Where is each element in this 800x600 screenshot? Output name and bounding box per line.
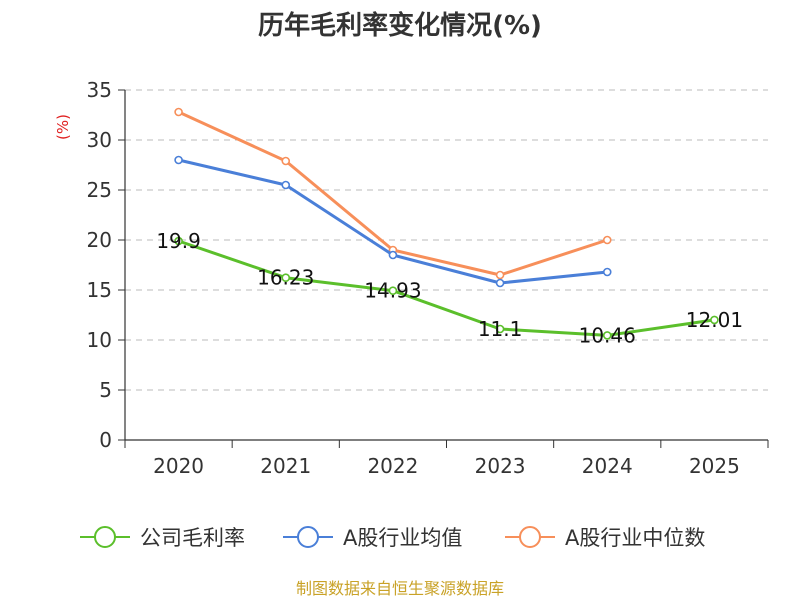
legend-item-0[interactable]: 公司毛利率 xyxy=(80,526,245,550)
legend-label: A股行业中位数 xyxy=(565,526,705,550)
data-point[interactable] xyxy=(495,278,505,288)
data-point[interactable] xyxy=(174,107,183,117)
legend-marker-icon xyxy=(519,526,541,548)
data-point[interactable] xyxy=(388,286,398,296)
x-tick-label: 2021 xyxy=(260,454,311,478)
data-label: 19.9 xyxy=(156,229,201,253)
y-tick-label: 15 xyxy=(87,278,112,302)
x-tick-label: 2022 xyxy=(367,454,418,478)
data-point[interactable] xyxy=(710,315,719,325)
data-point[interactable] xyxy=(281,156,291,166)
legend-label: 公司毛利率 xyxy=(140,526,245,550)
legend-marker-icon xyxy=(94,526,116,548)
data-label: 14.93 xyxy=(364,279,421,303)
data-point[interactable] xyxy=(495,324,505,334)
grid-lines xyxy=(125,89,768,391)
data-point[interactable] xyxy=(602,331,612,340)
source-note: 制图数据来自恒生聚源数据库 xyxy=(296,579,504,598)
data-point[interactable] xyxy=(602,235,612,245)
data-label: 10.46 xyxy=(579,323,636,347)
legend-label: A股行业均值 xyxy=(343,526,462,550)
y-tick-label: 30 xyxy=(87,128,112,152)
y-tick-label: 5 xyxy=(99,378,112,402)
chart-title: 历年毛利率变化情况(%) xyxy=(258,10,542,41)
y-tick-label: 10 xyxy=(87,328,112,352)
series-2 xyxy=(174,107,612,280)
series-line xyxy=(177,239,716,337)
legend-item-2[interactable]: A股行业中位数 xyxy=(505,526,705,550)
y-tick-label: 20 xyxy=(87,228,112,252)
data-point[interactable] xyxy=(174,236,183,246)
y-tick-label: 25 xyxy=(87,178,112,202)
data-label: 16.23 xyxy=(257,266,314,290)
data-point[interactable] xyxy=(281,273,291,283)
series-1 xyxy=(174,155,612,288)
x-tick-label: 2023 xyxy=(475,454,526,478)
data-point[interactable] xyxy=(174,155,183,165)
data-point[interactable] xyxy=(495,270,505,280)
y-tick-label: 35 xyxy=(87,78,112,102)
data-label: 11.1 xyxy=(478,317,523,341)
x-tick-label: 2024 xyxy=(582,454,633,478)
series-0 xyxy=(174,236,719,340)
x-tick-label: 2020 xyxy=(153,454,204,478)
data-point[interactable] xyxy=(602,267,612,277)
series xyxy=(174,107,719,340)
y-tick-label: 0 xyxy=(99,428,112,452)
x-tick-label: 2025 xyxy=(689,454,740,478)
legend[interactable]: 公司毛利率 A股行业均值 A股行业中位数 xyxy=(80,526,705,550)
legend-marker-icon xyxy=(297,526,319,548)
data-labels: 19.9 16.23 14.93 11.1 10.46 12.01 xyxy=(156,229,743,347)
data-point[interactable] xyxy=(388,250,398,260)
legend-item-1[interactable]: A股行业均值 xyxy=(283,526,462,550)
data-label: 12.01 xyxy=(686,308,743,332)
data-point[interactable] xyxy=(281,180,291,190)
y-axis-label: (%) xyxy=(54,114,72,140)
